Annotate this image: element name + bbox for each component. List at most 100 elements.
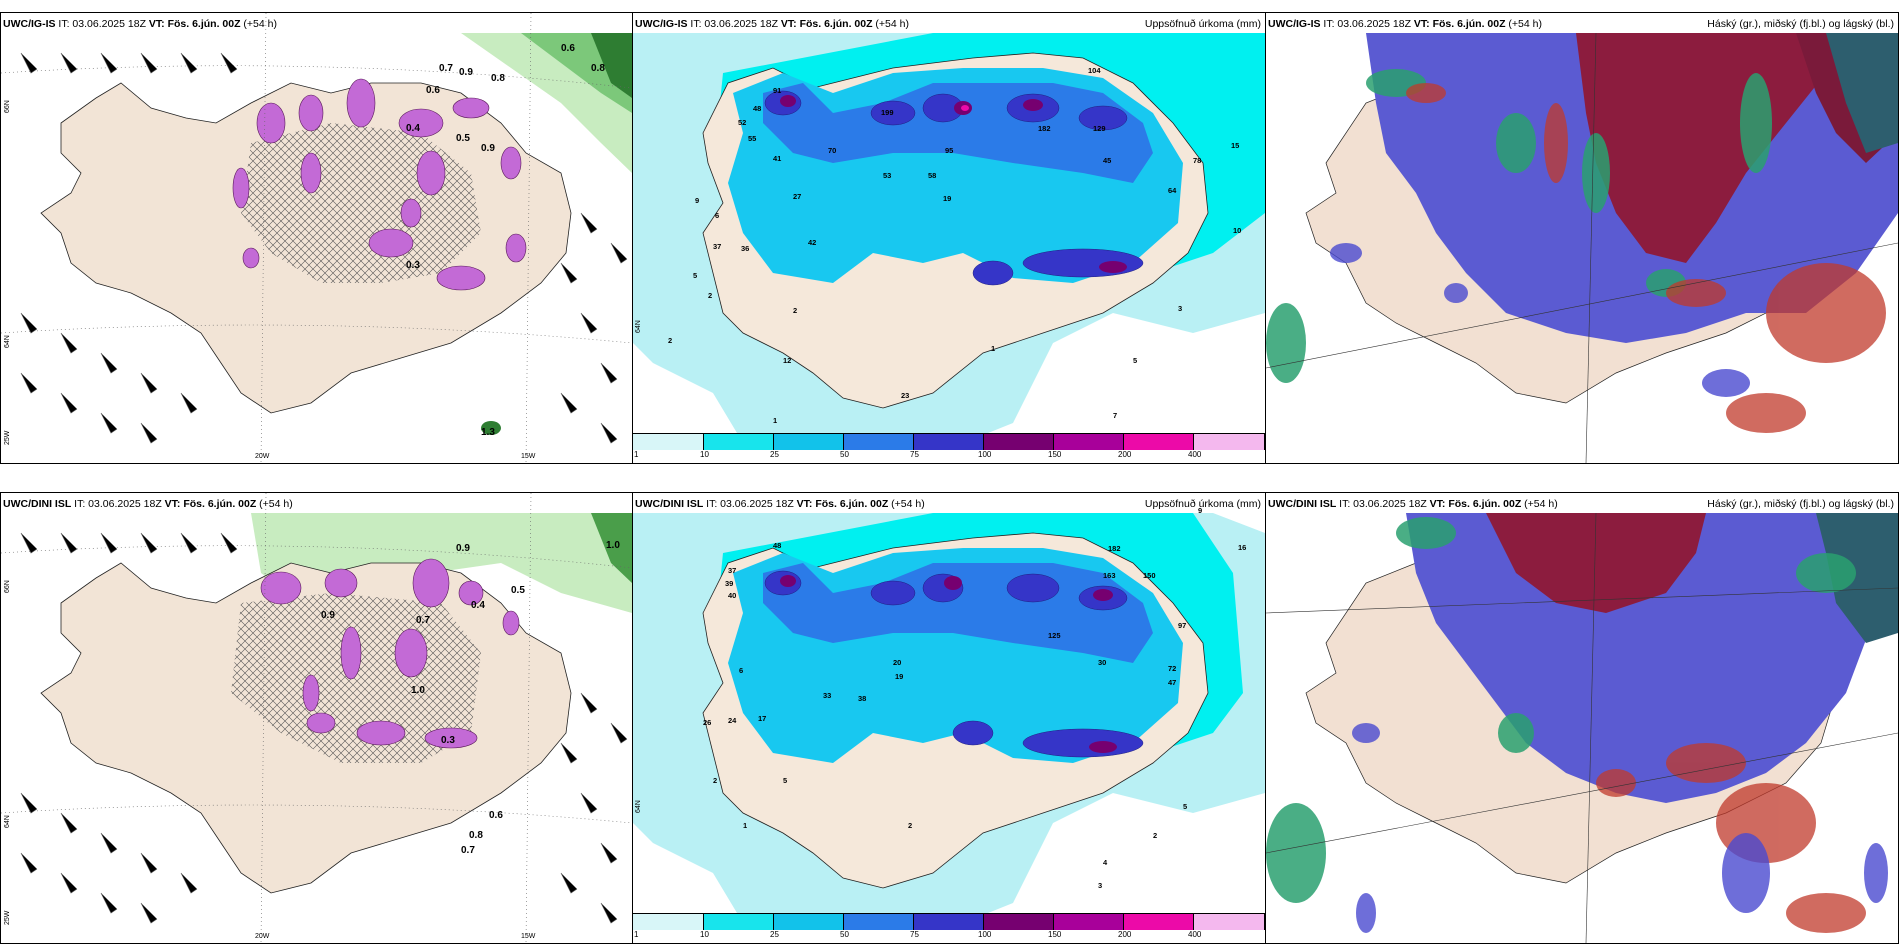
value-label: 0.8 (469, 830, 483, 841)
value-label: 26 (703, 718, 711, 727)
colorbar-tick: 200 (1118, 450, 1132, 459)
precip-values: 48 37 39 40 182 163 150 125 97 16 9 72 4… (703, 506, 1246, 890)
value-label: 104 (1088, 66, 1101, 75)
value-label: 95 (945, 146, 953, 155)
light-precip-area (311, 33, 632, 173)
precip-heavy-cores (780, 575, 1117, 753)
value-label: 1 (743, 821, 747, 830)
value-label: 2 (713, 776, 717, 785)
colorbar-segment (704, 434, 774, 450)
value-label: 1 (773, 416, 777, 425)
precip-intense-cores (764, 570, 1144, 758)
panel-subtitle: Uppsöfnuð úrkoma (mm) (1144, 18, 1261, 30)
value-label: 0.6 (426, 85, 440, 96)
lat-label: 64N (4, 815, 11, 828)
lat-label: 25W (4, 910, 11, 925)
colorbar-segment (914, 434, 984, 450)
value-label: 97 (1178, 621, 1186, 630)
value-label: 45 (1103, 156, 1111, 165)
precip-values: 0.6 0.7 0.9 0.8 0.6 0.4 0.5 0.9 0.3 1.3 … (406, 43, 605, 438)
accumulated-precip-map: 91 48 52 55 41 70 199 104 129 45 95 182 … (633, 33, 1265, 443)
colorbar-tick: 25 (770, 930, 779, 939)
colorbar-segment (1194, 434, 1265, 450)
value-label: 182 (1108, 544, 1121, 553)
colorbar-segment (1124, 914, 1194, 930)
colorbar-tick: 50 (840, 930, 849, 939)
value-label: 38 (858, 694, 866, 703)
value-label: 0.7 (439, 63, 453, 74)
precip-values: 91 48 52 55 41 70 199 104 129 45 95 182 … (668, 66, 1241, 425)
colorbar-tick: 10 (700, 930, 709, 939)
value-label: 19 (895, 672, 903, 681)
colorbar-segment (1054, 914, 1124, 930)
value-label: 5 (783, 776, 787, 785)
accumulated-precip-map: 48 37 39 40 182 163 150 125 97 16 9 72 4… (633, 506, 1265, 923)
value-label: 2 (708, 291, 712, 300)
value-label: 20 (893, 658, 901, 667)
grid-lines (1266, 512, 1898, 943)
value-label: 37 (713, 242, 721, 251)
value-label: 24 (728, 716, 737, 725)
value-label: 47 (1168, 678, 1176, 687)
value-label: 10 (1233, 226, 1241, 235)
colorbar-tick: 100 (978, 930, 992, 939)
low-cloud-area (1826, 33, 1898, 153)
low-cloud-area (1816, 513, 1898, 643)
colorbar-tick: 150 (1048, 450, 1062, 459)
grid-lines (1266, 32, 1898, 463)
colorbar-tick: 1 (634, 450, 639, 459)
value-label: 0.9 (321, 610, 335, 621)
value-label: 0.6 (561, 43, 575, 54)
island-green-spot (481, 421, 501, 435)
colorbar-segment (844, 434, 914, 450)
colorbar-tick: 75 (910, 450, 919, 459)
value-label: 0.8 (591, 63, 605, 74)
value-label: 17 (758, 714, 766, 723)
value-label: 6 (715, 211, 719, 220)
value-label: 52 (738, 118, 746, 127)
value-label: 4 (1103, 858, 1108, 867)
mid-cloud-area (1486, 513, 1706, 613)
value-label: 0.5 (511, 585, 525, 596)
map-panel-top-left: 0.6 0.7 0.9 0.8 0.6 0.4 0.5 0.9 0.3 1.3 … (0, 12, 633, 464)
value-label: 0.9 (481, 143, 495, 154)
colorbar-tick: 400 (1188, 450, 1202, 459)
value-label: 2 (668, 336, 672, 345)
value-label: 1.0 (606, 540, 620, 551)
colorbar-segment (844, 914, 914, 930)
moderate-precip-area (591, 513, 632, 583)
colorbar-tick: 25 (770, 450, 779, 459)
value-label: 1.0 (411, 685, 425, 696)
colorbar: 1 10 25 50 75 100 150 200 400 (633, 433, 1265, 459)
colorbar-segment (774, 434, 844, 450)
purple-precip-blobs (232, 78, 527, 291)
colorbar-segment (774, 914, 844, 930)
value-label: 0.3 (441, 735, 455, 746)
value-label: 2 (1153, 831, 1157, 840)
value-label: 3 (1098, 881, 1102, 890)
value-label: 19 (943, 194, 951, 203)
colorbar-tick: 75 (910, 930, 919, 939)
blue-cloud-patches (1330, 243, 1750, 397)
cloud-cover-map (1266, 512, 1898, 943)
colorbar-tick: 400 (1188, 930, 1202, 939)
wind-precip-map: 0.6 0.7 0.9 0.8 0.6 0.4 0.5 0.9 0.3 1.3 … (1, 13, 632, 463)
cloud-cover-map (1266, 32, 1898, 463)
value-label: 23 (901, 391, 909, 400)
value-label: 199 (881, 108, 894, 117)
value-label: 150 (1143, 571, 1156, 580)
lat-label: 66N (4, 100, 11, 113)
lat-label: 66N (4, 580, 11, 593)
low-cloud-patches (1266, 517, 1856, 903)
lon-label: 20W (255, 933, 270, 940)
panel-subtitle: Uppsöfnuð úrkoma (mm) (1144, 498, 1261, 510)
panel-subtitle: Háský (gr.), miðský (fj.bl.) og lágský (… (1707, 498, 1894, 510)
colorbar-segment (633, 434, 704, 450)
lat-label: 64N (635, 320, 642, 333)
value-label: 182 (1038, 124, 1051, 133)
purple-precip-blobs (260, 558, 520, 749)
lat-label: 25W (4, 430, 11, 445)
value-label: 78 (1193, 156, 1201, 165)
value-label: 40 (728, 591, 736, 600)
value-label: 36 (741, 244, 749, 253)
